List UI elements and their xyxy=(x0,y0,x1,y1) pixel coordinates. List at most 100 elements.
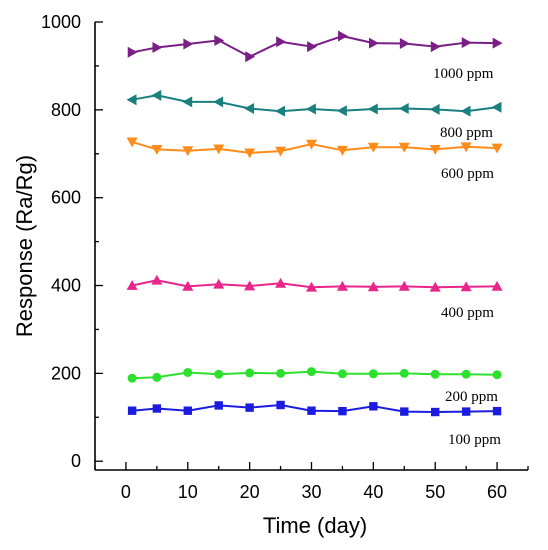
series-label: 800 ppm xyxy=(440,125,493,141)
data-point xyxy=(213,96,224,108)
data-point xyxy=(275,105,285,117)
data-point xyxy=(461,37,472,49)
y-tick-label: 0 xyxy=(71,451,81,471)
data-point xyxy=(491,101,502,113)
data-point xyxy=(399,368,409,378)
data-point xyxy=(245,51,256,63)
series-1000-ppm xyxy=(127,30,503,63)
data-point xyxy=(336,145,348,156)
data-point xyxy=(367,103,378,115)
data-point xyxy=(338,30,348,42)
data-point xyxy=(182,96,193,108)
x-tick-label: 0 xyxy=(121,482,131,502)
data-point xyxy=(398,103,409,115)
data-point xyxy=(182,280,194,291)
x-tick-label: 30 xyxy=(301,482,321,502)
x-tick-label: 20 xyxy=(240,482,260,502)
data-point xyxy=(460,281,472,292)
data-point xyxy=(398,142,410,153)
data-point xyxy=(126,280,138,290)
series-600-ppm xyxy=(126,137,503,159)
data-point xyxy=(429,281,441,292)
x-axis-title: Time (day) xyxy=(263,513,367,538)
data-point xyxy=(183,38,194,50)
x-tick-label: 40 xyxy=(363,482,383,502)
data-point xyxy=(214,401,223,410)
series-label: 600 ppm xyxy=(441,166,494,182)
data-point xyxy=(429,103,440,115)
data-point xyxy=(127,373,137,383)
series-800-ppm xyxy=(126,89,502,117)
data-point xyxy=(306,139,317,150)
data-point xyxy=(491,280,503,291)
data-point xyxy=(430,41,441,53)
x-tick-label: 50 xyxy=(425,482,445,502)
data-point xyxy=(460,105,471,117)
data-point xyxy=(400,407,409,416)
data-point xyxy=(461,369,471,379)
data-point xyxy=(429,144,441,155)
data-point xyxy=(368,369,378,379)
data-point xyxy=(460,142,472,153)
data-point xyxy=(244,280,256,291)
data-point xyxy=(245,368,255,378)
y-tick-label: 1000 xyxy=(41,12,81,32)
data-point xyxy=(214,34,225,46)
data-point xyxy=(367,142,379,153)
series-label: 1000 ppm xyxy=(433,66,494,82)
data-point xyxy=(336,280,348,291)
series-layer xyxy=(126,30,503,417)
data-point xyxy=(492,370,502,380)
data-point xyxy=(492,37,503,49)
series-200-ppm xyxy=(127,367,502,383)
data-point xyxy=(126,137,138,148)
data-point xyxy=(151,274,163,285)
data-point xyxy=(152,404,162,413)
data-point xyxy=(306,281,317,292)
data-point xyxy=(275,146,287,157)
data-point xyxy=(492,406,502,416)
x-tick-label: 10 xyxy=(178,482,198,502)
data-point xyxy=(338,406,347,416)
y-tick-label: 800 xyxy=(51,100,81,120)
data-point xyxy=(127,46,138,58)
data-point xyxy=(306,103,316,115)
data-point xyxy=(461,407,471,416)
data-point xyxy=(369,402,378,411)
series-label: 100 ppm xyxy=(448,432,501,448)
y-tick-label: 400 xyxy=(51,276,81,296)
data-point xyxy=(491,143,503,154)
data-point xyxy=(307,41,317,53)
data-point xyxy=(431,407,440,417)
data-point xyxy=(430,369,440,379)
data-point xyxy=(182,146,194,157)
data-point xyxy=(183,406,192,415)
data-point xyxy=(152,41,163,53)
data-point xyxy=(399,38,410,50)
series-labels: 1000 ppm 800 ppm 600 ppm 400 ppm 200 ppm 100 … xyxy=(433,66,501,448)
data-point xyxy=(152,372,162,382)
data-point xyxy=(151,144,163,155)
data-point xyxy=(336,105,347,117)
data-point xyxy=(127,406,137,415)
x-tick-label: 60 xyxy=(487,482,507,502)
data-point xyxy=(244,148,256,159)
axes: 0 200 400 600 800 1000 0 10 20 30 40 50 60 xyxy=(41,12,529,502)
data-point xyxy=(276,368,286,378)
series-400-ppm xyxy=(126,274,503,292)
data-point xyxy=(213,144,225,155)
y-tick-label: 600 xyxy=(51,188,81,208)
data-point xyxy=(307,406,316,415)
y-axis-title: Response (Ra/Rg) xyxy=(12,155,37,337)
data-point xyxy=(368,37,379,49)
data-point xyxy=(126,94,137,106)
data-point xyxy=(337,369,347,379)
data-point xyxy=(183,367,193,377)
data-point xyxy=(276,36,287,48)
y-tick-label: 200 xyxy=(51,363,81,383)
data-point xyxy=(214,369,224,379)
series-label: 200 ppm xyxy=(445,389,498,405)
data-point xyxy=(276,400,285,410)
data-point xyxy=(245,403,254,412)
data-point xyxy=(213,278,225,289)
